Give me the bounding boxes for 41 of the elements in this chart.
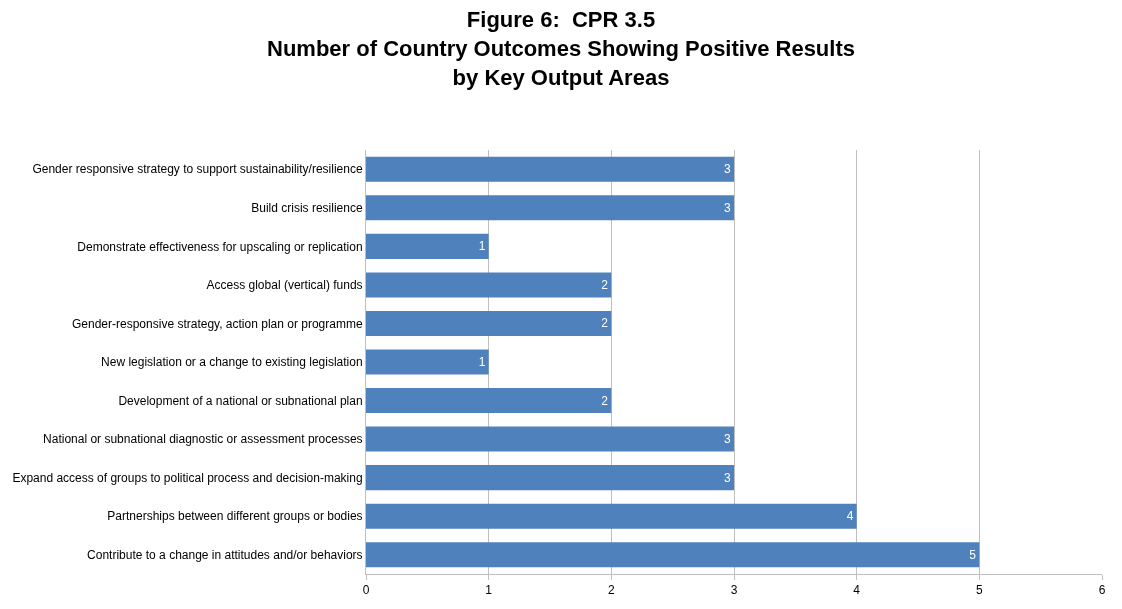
data-label: 1 [478,239,486,254]
y-tick-label: Demonstrate effectiveness for upscaling or replication [77,239,363,254]
data-label: 3 [724,432,731,447]
x-tick-label: 5 [975,583,983,598]
x-tick-label: 4 [853,583,861,598]
x-tick-label: 3 [730,583,738,598]
data-label: 3 [724,162,731,177]
y-tick-label: Expand access of groups to political process and decision-making [12,470,363,485]
bar [366,542,980,568]
data-label: 3 [724,470,731,485]
bar [366,195,734,221]
data-label: 2 [601,393,609,408]
data-label: 3 [724,200,731,215]
bar [366,156,734,182]
data-label: 2 [601,277,609,292]
bar [366,233,489,259]
y-tick-label: Partnerships between different groups or bodies [107,509,363,524]
chart-title: Figure 6: CPR 3.5 Number of Country Outcomes Showing Positive Results by Key Output Areas [267,7,855,90]
y-tick-label: Gender responsive strategy to support sustainability/resilience [32,162,363,177]
data-label: 4 [846,509,854,524]
bar [366,310,612,336]
bar [366,465,734,491]
data-label: 5 [969,547,977,562]
y-tick-label: Development of a national or subnational plan [118,393,363,408]
bar [366,388,612,414]
data-label: 1 [478,355,486,369]
x-tick-label: 2 [607,583,615,598]
y-tick-label: New legislation or a change to existing legislation [101,355,363,370]
x-tick-label: 6 [1098,583,1106,598]
y-tick-label: National or subnational diagnostic or assessment processes [43,432,363,447]
y-tick-label: Access global (vertical) funds [206,278,363,293]
y-tick-label: Contribute to a change in attitudes and/or behaviors [87,547,363,562]
bar [366,272,612,298]
x-tick-label: 0 [362,583,370,598]
y-tick-label: Gender-responsive strategy, action plan or programme [72,316,363,331]
bar [366,503,857,529]
x-tick-label: 1 [485,583,493,598]
bar [366,426,734,452]
data-label: 2 [601,316,609,331]
bar [366,349,489,375]
y-tick-label: Build crisis resilience [251,201,363,216]
